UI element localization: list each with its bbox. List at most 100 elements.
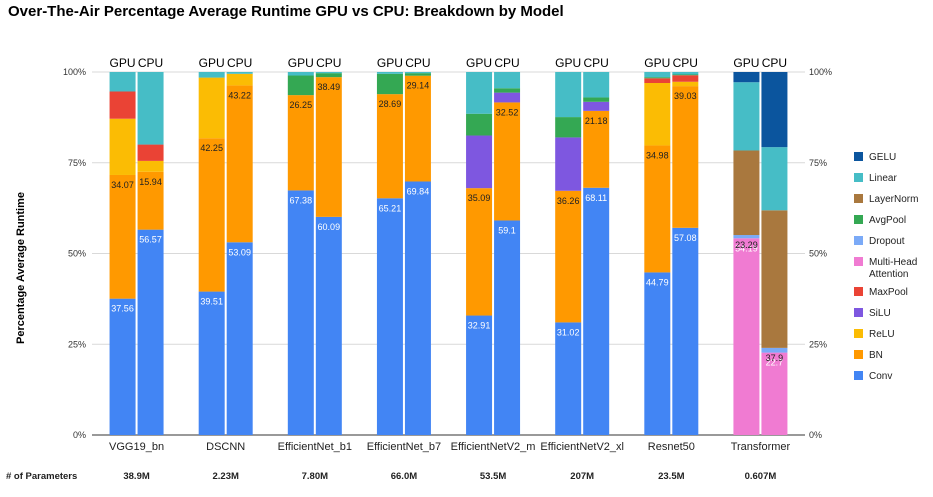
bar-segment-dropout [733, 235, 760, 239]
device-label: CPU [138, 56, 163, 70]
bar-segment-linear [466, 72, 493, 114]
bar-segment-bn [137, 171, 164, 230]
device-label: GPU [555, 56, 581, 70]
category-label: VGG19_bn [109, 441, 164, 453]
bar-segment-avgpool [672, 74, 699, 76]
legend-label: SiLU [869, 308, 891, 319]
bar-segment-relu [226, 73, 253, 86]
bar-segment-maxpool [672, 75, 699, 82]
bar-segment-linear [404, 72, 431, 74]
device-label: CPU [673, 56, 698, 70]
bar-segment-conv [583, 187, 610, 435]
data-label: 37.56 [111, 304, 134, 314]
bar-segment-layernorm [761, 210, 788, 348]
data-label: 31.02 [557, 327, 580, 337]
bar-segment-avgpool [466, 113, 493, 136]
legend: GELU Linear LayerNorm AvgPool Dropout Multi-H… [854, 152, 918, 382]
bar-segment-linear [198, 72, 225, 78]
device-label: CPU [762, 56, 787, 70]
bar-segment-linear [583, 72, 610, 98]
legend-label: AvgPool [869, 215, 906, 226]
bar-segment-linear [672, 72, 699, 75]
data-labels: 37.56 34.07 56.57 15.94 39.51 42.25 53.09 43.22… [111, 81, 783, 368]
legend-swatch [854, 371, 863, 380]
device-label: GPU [733, 56, 759, 70]
legend-swatch [854, 194, 863, 203]
bar-segment-bn [404, 75, 431, 182]
bar-segment-linear [226, 72, 253, 74]
bar-segment-linear [376, 72, 403, 74]
bar-segment-linear [137, 72, 164, 145]
legend-swatch [854, 308, 863, 317]
bar-segment-conv [109, 298, 136, 435]
bar-segment-linear [287, 72, 314, 76]
bar-segment-avgpool [555, 117, 582, 138]
legend-swatch [854, 173, 863, 182]
y-tick-label-left: 25% [68, 339, 86, 349]
y-tick-label-left: 50% [68, 249, 86, 259]
bar-segment-conv [494, 220, 521, 435]
bar-segment-conv [672, 227, 699, 435]
bar-segment-dropout [761, 347, 788, 353]
data-label: 42.25 [200, 143, 223, 153]
bar-segment-conv [287, 190, 314, 435]
y-tick-label-right: 0% [809, 430, 822, 440]
bar-segment-conv [198, 291, 225, 435]
params-value: 207M [570, 471, 594, 482]
bar-segment-linear [761, 147, 788, 211]
params-value: 7.80M [302, 471, 328, 482]
data-label: 23.29 [735, 240, 758, 250]
bar-segment-relu [109, 118, 136, 175]
bar-segment-bn [583, 110, 610, 188]
data-label: 57.08 [674, 233, 697, 243]
data-label: 36.26 [557, 196, 580, 206]
bar-segment-bn [672, 86, 699, 228]
params-value: 23.5M [658, 471, 684, 482]
device-label: CPU [494, 56, 519, 70]
legend-swatch [854, 350, 863, 359]
data-label: 43.22 [228, 90, 251, 100]
y-tick-label-right: 25% [809, 339, 827, 349]
data-label: 53.09 [228, 247, 251, 257]
legend-swatch [854, 257, 863, 266]
data-label: 34.98 [646, 150, 669, 160]
device-label: GPU [288, 56, 314, 70]
y-tick-label-left: 75% [68, 158, 86, 168]
bar-segment-linear [315, 72, 342, 74]
legend-label: Linear [869, 173, 897, 184]
bar-segment-maxpool [109, 91, 136, 119]
bar-segment-avgpool [315, 73, 342, 78]
category-label: Transformer [731, 441, 791, 453]
bar-segment-multi-head-attention [761, 352, 788, 435]
data-label: 44.79 [646, 277, 669, 287]
bar-segment-conv [226, 242, 253, 435]
params-value: 66.0M [391, 471, 417, 482]
bar-segment-avgpool [583, 97, 610, 102]
data-label: 39.03 [674, 91, 697, 101]
bar-segment-conv [137, 229, 164, 435]
data-label: 39.51 [200, 297, 223, 307]
data-label: 22.7 [766, 358, 784, 368]
bar-segment-linear [644, 72, 671, 78]
category-label: Resnet50 [648, 441, 695, 453]
bar-segment-silu [466, 135, 493, 189]
data-label: 34.07 [111, 180, 134, 190]
bar-segment-avgpool [494, 88, 521, 93]
bar-segment-relu [672, 81, 699, 87]
params-value: 53.5M [480, 471, 506, 482]
params-row-label: # of Parameters [6, 471, 77, 482]
legend-swatch [854, 215, 863, 224]
legend-swatch [854, 329, 863, 338]
data-label: 28.69 [379, 99, 402, 109]
data-label: 37.9 [766, 353, 784, 363]
bar-segment-conv [315, 216, 342, 435]
data-label: 32.52 [496, 107, 519, 117]
params-value: 0.607M [745, 471, 777, 482]
bar-segment-maxpool [644, 78, 671, 83]
data-label: 67.38 [290, 195, 313, 205]
data-label: 21.18 [585, 116, 608, 126]
category-label: DSCNN [206, 441, 245, 453]
legend-label: Dropout [869, 236, 905, 247]
bar-segment-gelu [761, 72, 788, 148]
